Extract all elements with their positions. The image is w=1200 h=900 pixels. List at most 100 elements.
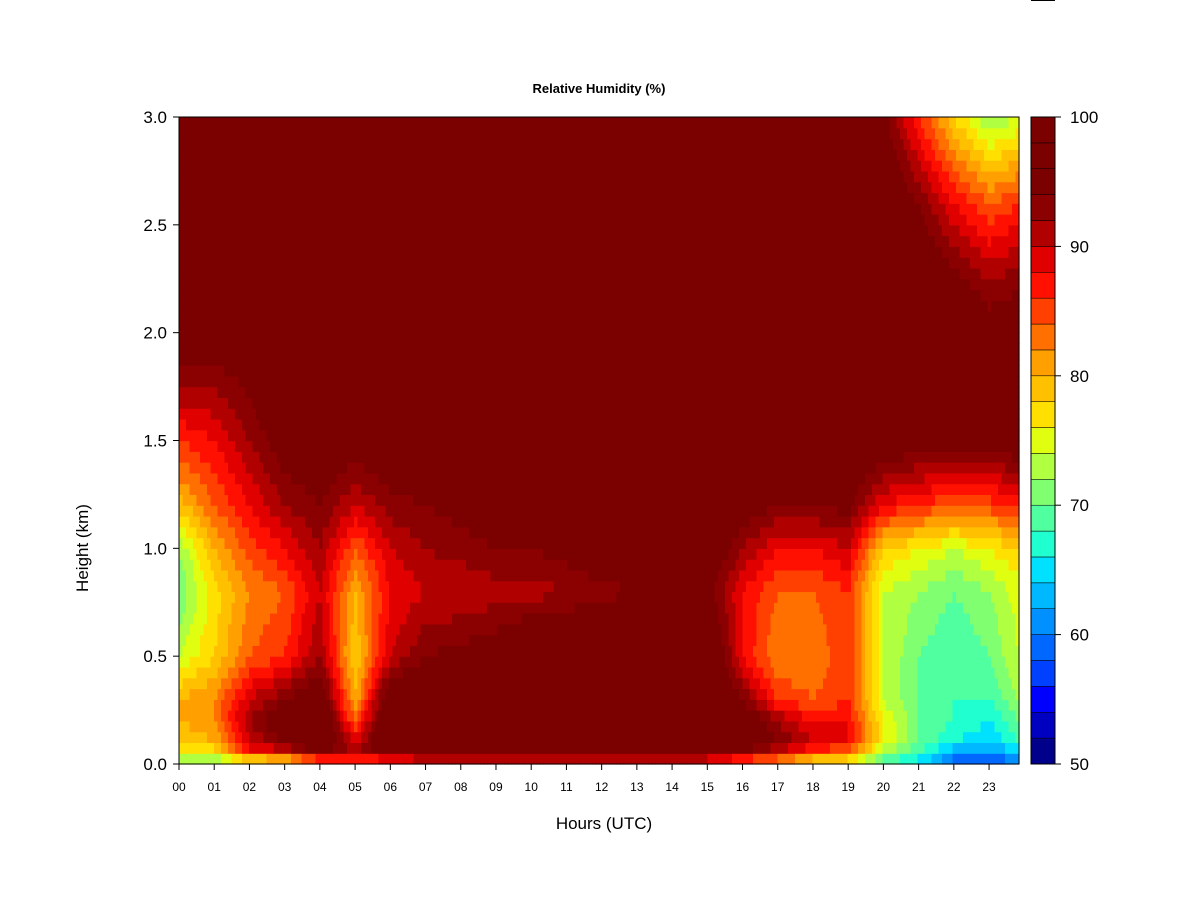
heatmap-cell [273,526,278,539]
heatmap-cell [231,462,236,474]
heatmap-cell [200,559,205,571]
heatmap-cell [378,375,383,388]
heatmap-cell [312,591,317,603]
heatmap-cell [431,354,436,366]
heatmap-cell [371,494,376,506]
heatmap-cell [326,127,331,140]
heatmap-cell [382,224,387,237]
heatmap-cell [396,311,401,323]
heatmap-cell [277,548,282,560]
heatmap-cell [228,731,233,744]
heatmap-cell [438,559,443,571]
heatmap-cell [364,656,369,668]
heatmap-cell [448,408,453,420]
heatmap-cell [217,365,222,377]
heatmap-cell [189,451,194,463]
heatmap-cell [245,332,250,345]
heatmap-cell [263,332,268,345]
heatmap-cell [242,742,247,754]
heatmap-cell [193,515,198,528]
heatmap-cell [340,688,345,700]
heatmap-cell [410,203,415,215]
heatmap-cell [347,117,352,129]
heatmap-cell [427,235,432,247]
heatmap-cell [441,321,446,334]
heatmap-cell [371,332,376,345]
heatmap-cell [259,613,264,625]
heatmap-cell [459,548,464,560]
heatmap-cell [357,235,362,247]
heatmap-cell [448,451,453,463]
heatmap-cell [326,656,331,668]
heatmap-cell [462,602,467,614]
heatmap-cell [347,656,352,668]
heatmap-cell [217,451,222,463]
heatmap-cell [200,472,205,485]
heatmap-cell [287,440,292,452]
heatmap-cell [340,386,345,398]
heatmap-cell [459,117,464,129]
heatmap-cell [294,462,299,474]
heatmap-cell [361,613,366,625]
heatmap-cell [417,483,422,496]
heatmap-cell [455,548,460,560]
heatmap-cell [186,149,191,161]
heatmap-cell [406,278,411,291]
heatmap-cell [364,731,369,744]
heatmap-cell [357,666,362,679]
heatmap-cell [455,181,460,194]
heatmap-cell [256,666,261,679]
heatmap-cell [224,408,229,420]
heatmap-cell [193,591,198,603]
heatmap-cell [466,149,471,161]
heatmap-cell [193,720,198,733]
heatmap-cell [203,418,208,431]
heatmap-cell [333,224,338,237]
heatmap-cell [333,569,338,582]
heatmap-cell [459,332,464,345]
heatmap-cell [189,160,194,172]
heatmap-cell [221,515,226,528]
heatmap-cell [315,753,320,765]
heatmap-cell [291,181,296,194]
heatmap-cell [326,354,331,366]
heatmap-cell [326,580,331,593]
heatmap-cell [284,591,289,603]
heatmap-cell [357,246,362,258]
heatmap-cell [277,214,282,226]
heatmap-cell [357,127,362,140]
heatmap-cell [459,203,464,215]
heatmap-cell [413,343,418,355]
heatmap-cell [403,117,408,129]
heatmap-cell [207,623,212,636]
heatmap-cell [200,720,205,733]
heatmap-cell [193,375,198,388]
heatmap-cell [455,300,460,312]
heatmap-cell [210,656,215,668]
heatmap-cell [382,170,387,183]
heatmap-cell [354,397,359,409]
heatmap-cell [434,494,439,506]
heatmap-cell [438,623,443,636]
heatmap-cell [221,623,226,636]
heatmap-cell [193,246,198,258]
heatmap-cell [287,267,292,280]
heatmap-cell [263,677,268,690]
heatmap-cell [357,278,362,291]
heatmap-cell [294,602,299,614]
heatmap-cell [441,149,446,161]
heatmap-cell [452,494,457,506]
heatmap-cell [343,451,348,463]
heatmap-cell [291,300,296,312]
heatmap-cell [431,656,436,668]
heatmap-cell [368,537,373,549]
heatmap-cell [326,591,331,603]
heatmap-cell [280,354,285,366]
heatmap-cell [392,311,397,323]
heatmap-cell [375,203,380,215]
heatmap-cell [403,321,408,334]
heatmap-cell [256,149,261,161]
heatmap-cell [326,375,331,388]
heatmap-cell [452,677,457,690]
heatmap-cell [256,526,261,539]
